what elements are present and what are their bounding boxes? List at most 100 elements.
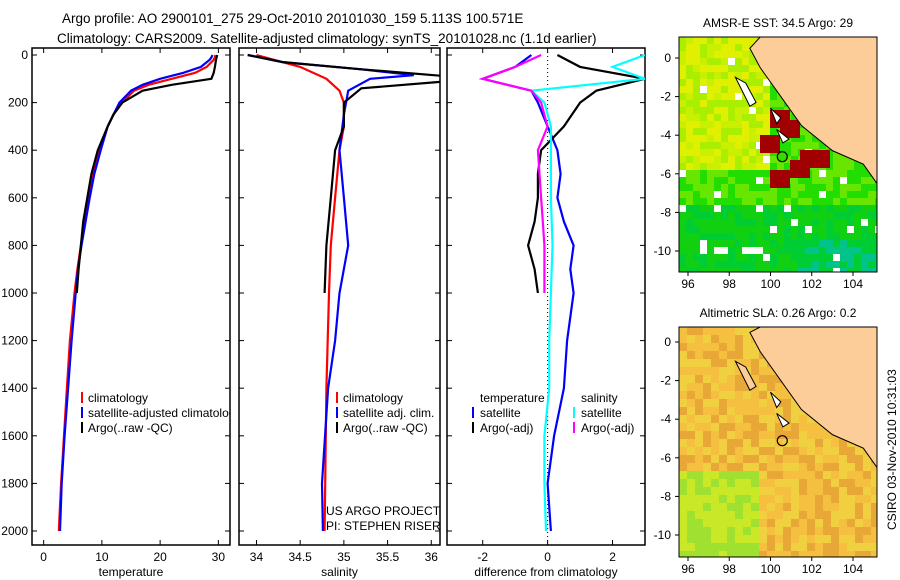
map-cell (751, 439, 759, 447)
map-cell (759, 543, 767, 551)
map-cell (759, 439, 767, 447)
map-cell (735, 383, 743, 391)
map-cell (783, 495, 791, 503)
map-cell (719, 471, 727, 479)
map-cell (686, 156, 693, 163)
map-cell (847, 471, 855, 479)
map-cell (784, 233, 791, 240)
map-cell (791, 135, 798, 142)
map-cell (721, 93, 728, 100)
map-cell (703, 519, 711, 527)
map-cell (839, 503, 847, 511)
y-tick-label: 400 (8, 143, 28, 157)
map-cell (679, 431, 687, 439)
map-cell (749, 240, 756, 247)
map-cell (714, 107, 721, 114)
map-cell (855, 551, 863, 557)
map-cell (775, 519, 783, 527)
map-cell (791, 399, 799, 407)
map-cell (854, 226, 861, 233)
map-cell (721, 128, 728, 135)
map-cell (679, 65, 686, 72)
map-cell (693, 184, 700, 191)
map-cell (719, 447, 727, 455)
map-cell (693, 51, 700, 58)
map-cell (742, 51, 749, 58)
title-line-1: Argo profile: AO 2900101_275 29-Oct-2010… (62, 11, 523, 26)
map-cell (707, 219, 714, 226)
map-cell (714, 93, 721, 100)
map-cell (700, 93, 707, 100)
map-cell (819, 233, 826, 240)
map-cell (707, 128, 714, 135)
map-cell (743, 423, 751, 431)
map-cell (767, 479, 775, 487)
map-cell (812, 170, 819, 177)
map-cell (791, 439, 799, 447)
map-cell (777, 233, 784, 240)
map-cell (847, 219, 854, 226)
map-cell (686, 191, 693, 198)
map-cell (839, 479, 847, 487)
map-cell (686, 233, 693, 240)
map-cell (735, 431, 743, 439)
map-cell (679, 142, 686, 149)
map-cell (805, 240, 812, 247)
map-cell (711, 447, 719, 455)
map-cell (775, 527, 783, 535)
map-cell (742, 198, 749, 205)
map-cell (759, 359, 767, 367)
map-cell (728, 100, 735, 107)
map-cell (775, 503, 783, 511)
map-cell (735, 367, 743, 375)
map-cell (735, 191, 742, 198)
map-cell (711, 535, 719, 543)
map-cell (727, 383, 735, 391)
map-cell (798, 261, 805, 268)
map-cell (863, 527, 871, 535)
map-cell (727, 415, 735, 423)
map-cell (700, 184, 707, 191)
map-cell (693, 72, 700, 79)
map-cell (799, 495, 807, 503)
map-cell (823, 535, 831, 543)
map-cell (686, 149, 693, 156)
map-cell (784, 219, 791, 226)
hot-anomaly-cell (780, 120, 800, 138)
map-cell (686, 226, 693, 233)
map-cell (714, 240, 721, 247)
map-cell (714, 212, 721, 219)
map-cell (721, 226, 728, 233)
map-cell (719, 495, 727, 503)
map-cell (759, 447, 767, 455)
map-cell (868, 240, 875, 247)
map-cell (791, 219, 798, 226)
map-cell (777, 198, 784, 205)
map-cell (719, 439, 727, 447)
map-cell (735, 212, 742, 219)
map-cell (695, 367, 703, 375)
map-cell (735, 100, 742, 107)
map-cell (679, 527, 687, 535)
map-cell (721, 177, 728, 184)
map-cell (695, 439, 703, 447)
map-cell (714, 247, 721, 254)
map-cell (812, 219, 819, 226)
x-tick-label: -2 (477, 550, 488, 564)
y-tick-label: 1400 (1, 381, 28, 395)
map-cell (791, 156, 798, 163)
map-cell (791, 268, 798, 272)
map-cell (775, 535, 783, 543)
map-cell (840, 226, 847, 233)
map-cell (679, 72, 686, 79)
map-cell (700, 240, 707, 247)
map-cell (707, 184, 714, 191)
map-cell (791, 447, 799, 455)
map-cell (777, 219, 784, 226)
island-sipora (770, 391, 782, 409)
map-cell (847, 463, 855, 471)
map-cell (742, 261, 749, 268)
map-cell (805, 142, 812, 149)
map-cell (721, 184, 728, 191)
x-tick-label: 34.5 (288, 550, 312, 564)
